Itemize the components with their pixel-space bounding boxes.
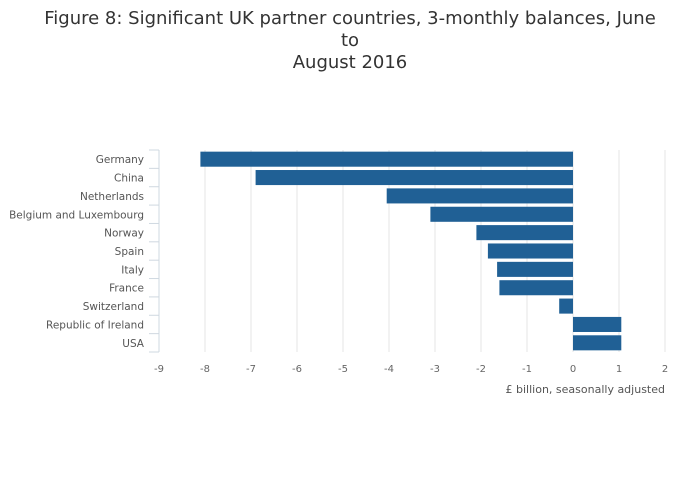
x-tick-label: -2	[476, 364, 486, 375]
x-tick-label: -5	[338, 364, 348, 375]
chart-title-line-1: Figure 8: Significant UK partner countri…	[44, 8, 656, 51]
x-tick-label: -9	[154, 364, 164, 375]
bar	[386, 188, 573, 204]
x-tick-label: -7	[246, 364, 256, 375]
x-tick-label: 2	[662, 364, 668, 375]
bar	[497, 261, 573, 277]
category-label: Italy	[121, 264, 144, 276]
x-tick-label: -3	[430, 364, 440, 375]
bar	[255, 170, 573, 186]
category-label: Spain	[115, 246, 144, 258]
x-tick-label: -6	[292, 364, 302, 375]
x-tick-label: -4	[384, 364, 394, 375]
bar	[573, 316, 622, 332]
category-label: France	[109, 283, 144, 295]
bar	[200, 151, 573, 167]
category-label: Belgium and Luxembourg	[9, 209, 144, 221]
category-label: Republic of Ireland	[46, 319, 144, 331]
x-tick-label: 1	[616, 364, 622, 375]
bar	[559, 298, 573, 314]
x-axis-label: £ billion, seasonally adjusted	[506, 383, 665, 396]
category-labels: Germany China Netherlands Belgium and Luxem…	[9, 154, 145, 350]
x-tick-label: -8	[200, 364, 210, 375]
bar	[573, 335, 622, 351]
category-label: USA	[122, 338, 145, 350]
x-tick-labels: -9 -8 -7 -6 -5 -4 -3 -2 -1 0 1 2	[154, 364, 668, 375]
category-label: Norway	[104, 228, 144, 240]
bar	[430, 206, 573, 222]
y-axis	[149, 149, 160, 353]
category-label: China	[114, 173, 144, 185]
bars	[200, 151, 622, 351]
chart-title: Figure 8: Significant UK partner countri…	[40, 8, 660, 74]
bar	[487, 243, 573, 259]
x-tick-label: 0	[570, 364, 576, 375]
category-label: Netherlands	[80, 191, 144, 203]
bar	[476, 225, 573, 241]
x-tick-label: -1	[522, 364, 532, 375]
category-label: Switzerland	[83, 301, 144, 313]
category-label: Germany	[96, 154, 144, 166]
bar	[499, 280, 573, 296]
chart-title-line-2: August 2016	[292, 52, 408, 73]
